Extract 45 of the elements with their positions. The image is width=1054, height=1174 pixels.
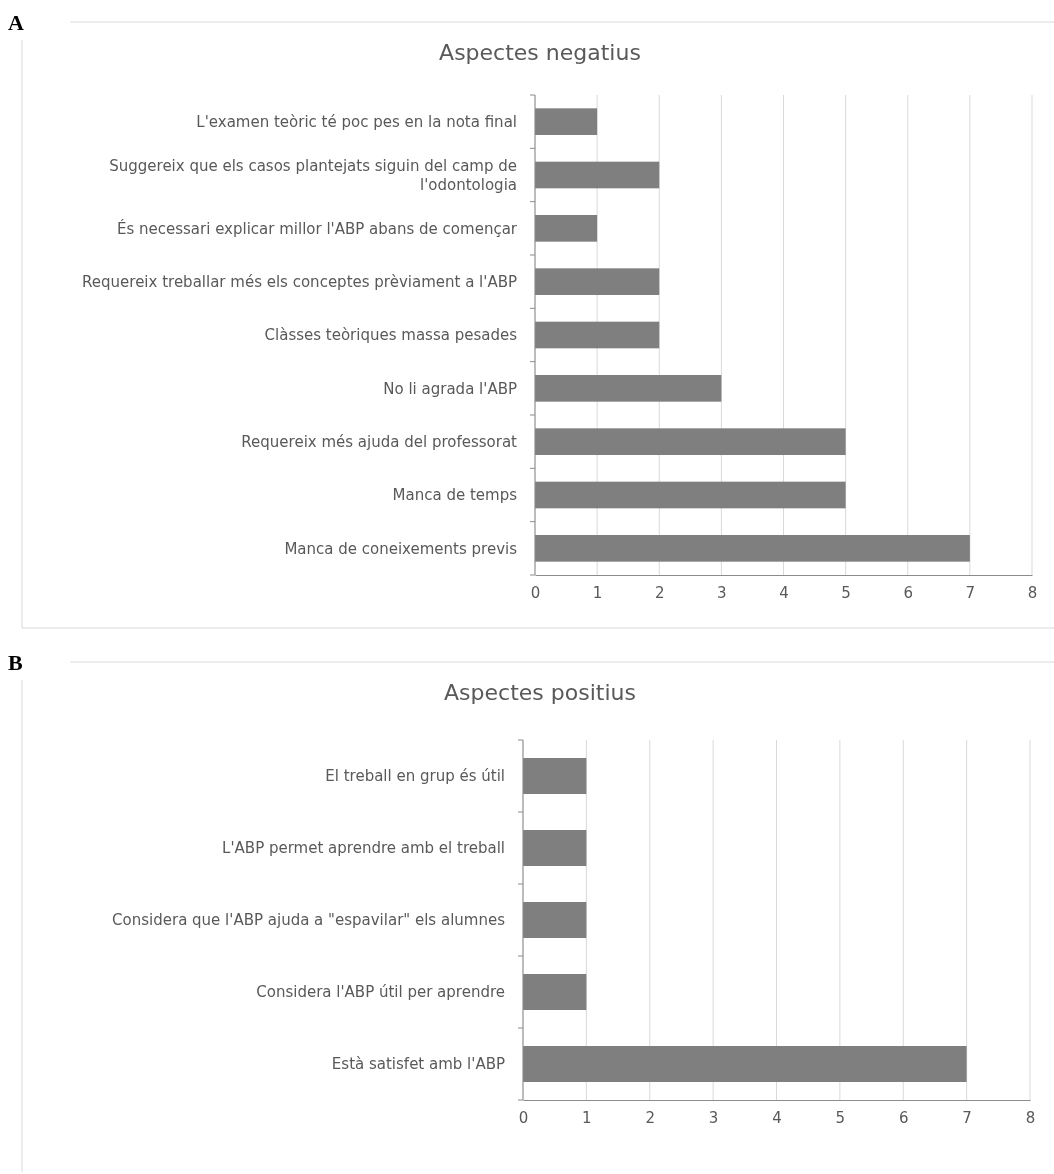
x-tick-label: 0	[530, 583, 541, 602]
y-tick-label: Suggereix que els casos plantejats siguin del camp de l'odontologia	[109, 156, 517, 194]
x-tick-label: 2	[654, 583, 665, 602]
bar	[535, 108, 598, 135]
bar	[535, 161, 660, 189]
x-tick-label: 8	[1025, 1108, 1036, 1127]
x-tick-label: 7	[965, 583, 976, 602]
y-tick-label: El treball en grup és útil	[325, 767, 505, 786]
y-tick-label: Manca de temps	[392, 486, 518, 505]
y-tick-label: L'ABP permet aprendre amb el treball	[222, 839, 505, 858]
y-tick-label: Manca de coneixements previs	[284, 539, 518, 558]
x-tick-label: 6	[898, 1108, 909, 1127]
y-tick-label: L'examen teòric té poc pes en la nota final	[196, 112, 517, 131]
text: A	[8, 10, 24, 35]
bar	[535, 481, 846, 509]
y-tick-label: Considera l'ABP útil per aprendre	[256, 983, 505, 1002]
x-tick-label: 0	[518, 1108, 529, 1127]
y-tick-label: Requereix més ajuda del professorat	[241, 432, 518, 451]
chart-title: Aspectes negatius	[439, 40, 641, 65]
x-tick-label: 3	[717, 583, 727, 602]
y-tick-label: És necessari explicar millor l'ABP abans de començar	[116, 218, 518, 238]
x-tick-label: 6	[903, 583, 914, 602]
text: B	[8, 650, 23, 675]
x-tick-label: 3	[708, 1108, 719, 1127]
x-tick-label: 8	[1027, 583, 1038, 602]
y-tick-label: Considera que l'ABP ajuda a "espavilar" els alumnes	[112, 911, 506, 930]
y-tick-label: Requereix treballar més els conceptes prèviament a l'ABP	[82, 272, 517, 291]
bar	[535, 321, 660, 349]
bar	[535, 268, 660, 295]
bar	[535, 375, 722, 402]
bar	[535, 428, 846, 455]
x-tick-label: 1	[592, 583, 603, 602]
y-tick-label: Clàsses teòriques massa pesades	[264, 326, 518, 345]
x-tick-label: 4	[779, 583, 789, 602]
y-tick-label: No li agrada l'ABP	[383, 379, 517, 398]
y-tick-label: Està satisfet amb l'ABP	[331, 1055, 505, 1074]
x-tick-label: 5	[835, 1108, 846, 1127]
x-tick-label: 4	[772, 1108, 782, 1127]
bar	[535, 535, 970, 562]
x-tick-label: 5	[841, 583, 851, 602]
x-tick-label: 1	[582, 1108, 592, 1127]
chart-title: Aspectes positius	[444, 680, 636, 705]
x-tick-label: 7	[962, 1108, 972, 1127]
bar	[535, 215, 598, 242]
x-tick-label: 2	[645, 1108, 656, 1127]
